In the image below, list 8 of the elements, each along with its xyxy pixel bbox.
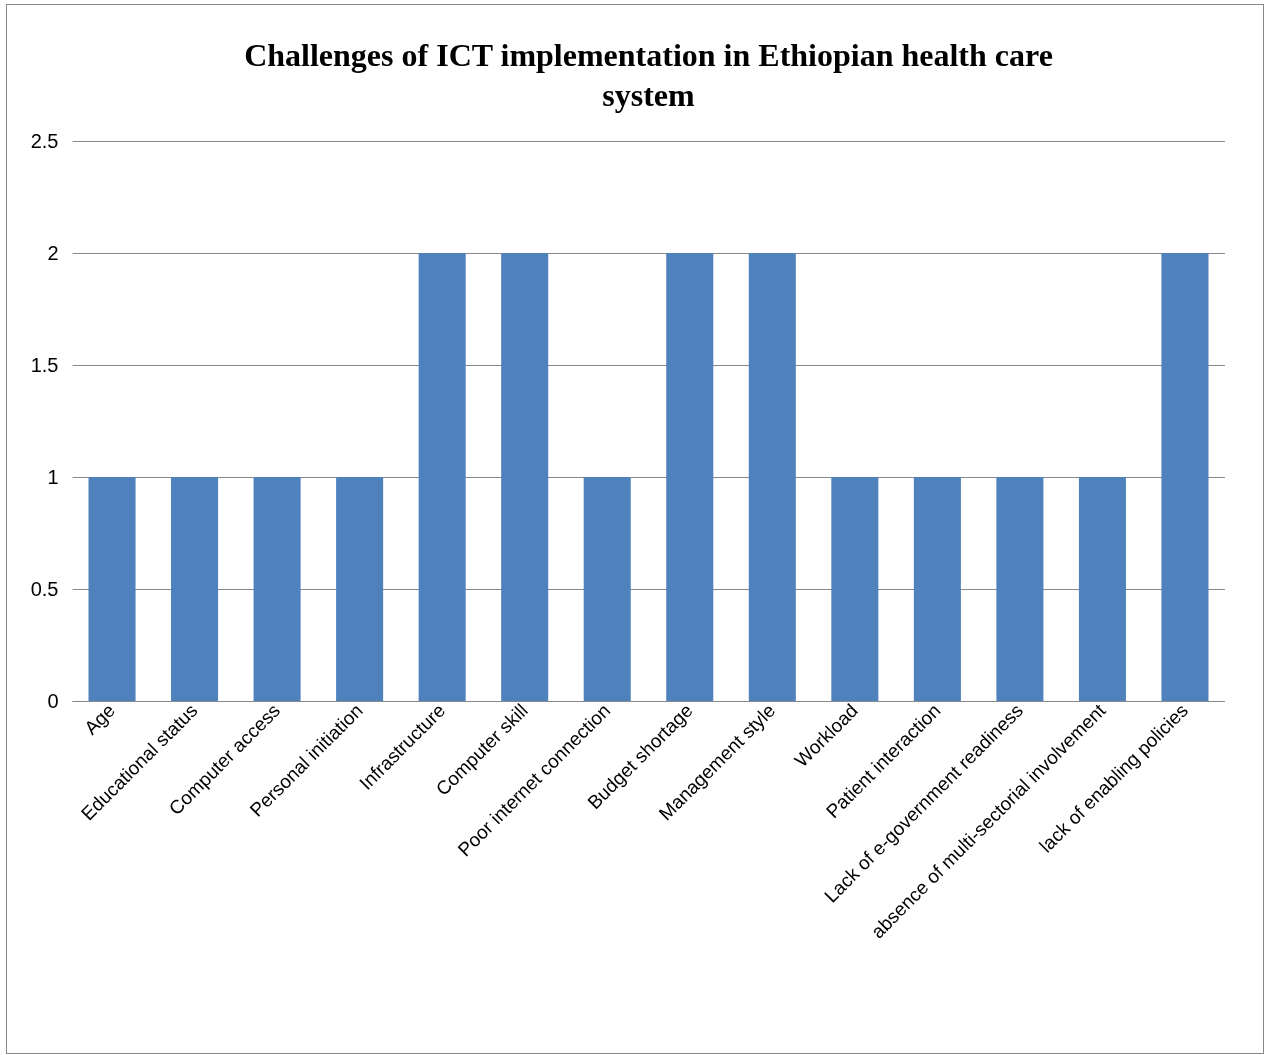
x-tick-label: Age [80,699,120,739]
y-tick-label: 0.5 [30,577,59,600]
y-tick-label: 1 [47,465,59,488]
y-tick-label: 2 [47,241,59,264]
y-tick-label: 1.5 [30,353,59,376]
chart-title: Challenges of ICT implementation in Ethiopian health care system [244,37,1053,113]
y-tick-label: 0 [47,689,59,712]
y-tick-label: 2.5 [30,129,59,152]
